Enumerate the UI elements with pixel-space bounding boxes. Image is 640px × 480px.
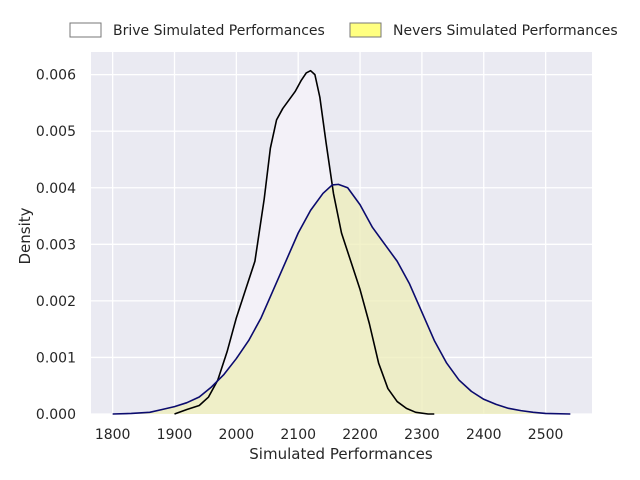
- legend-label-brive: Brive Simulated Performances: [113, 23, 325, 39]
- y-tick-label: 0.002: [36, 294, 76, 310]
- x-tick-label: 2100: [280, 427, 316, 443]
- series-layer: [112, 69, 571, 415]
- legend-label-nevers: Nevers Simulated Performances: [393, 23, 618, 39]
- x-tick-label: 2400: [466, 427, 502, 443]
- x-tick-label: 2300: [404, 427, 440, 443]
- legend: Brive Simulated Performances Nevers Simu…: [69, 22, 618, 39]
- x-tick-label: 2500: [528, 427, 564, 443]
- y-axis-ticks: 0.000 0.001 0.002 0.003 0.004 0.005 0.006: [36, 68, 76, 423]
- y-tick-label: 0.004: [36, 181, 76, 197]
- y-tick-label: 0.000: [36, 407, 76, 423]
- y-tick-label: 0.003: [36, 237, 76, 253]
- series-area-1: [112, 184, 571, 414]
- x-tick-label: 1900: [157, 427, 193, 443]
- x-tick-label: 1800: [95, 427, 131, 443]
- x-axis-ticks: 1800 1900 2000 2100 2200 2300 2400 2500: [95, 427, 564, 443]
- legend-swatch-nevers: [349, 22, 382, 38]
- y-axis-label: Density: [16, 207, 34, 264]
- x-tick-label: 2000: [219, 427, 255, 443]
- y-tick-label: 0.005: [36, 124, 76, 140]
- series-line-1: [112, 183, 571, 415]
- x-tick-label: 2200: [342, 427, 378, 443]
- x-axis-label: Simulated Performances: [249, 445, 433, 463]
- y-tick-label: 0.001: [36, 350, 76, 366]
- y-tick-label: 0.006: [36, 68, 76, 84]
- legend-swatch-brive: [69, 22, 102, 38]
- series-line-0: [174, 69, 435, 415]
